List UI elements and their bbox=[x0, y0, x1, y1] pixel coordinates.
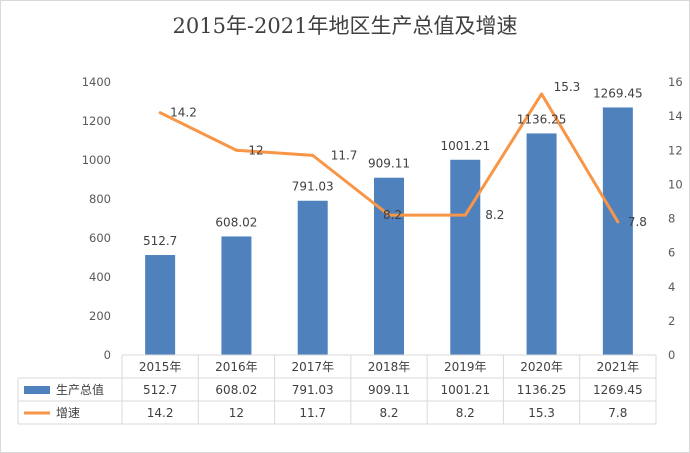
line-data-label: 15.3 bbox=[554, 80, 581, 94]
y-left-tick: 1400 bbox=[82, 75, 111, 89]
category-label: 2019年 bbox=[444, 360, 487, 374]
line-point-2 bbox=[311, 153, 315, 157]
line-data-label: 12 bbox=[248, 143, 263, 157]
table-cell-gdp: 791.03 bbox=[292, 383, 334, 397]
y-right-tick: 6 bbox=[668, 246, 675, 260]
bar-data-label: 512.7 bbox=[143, 234, 177, 248]
legend-bar-label: 生产总值 bbox=[56, 382, 104, 397]
y-right-tick: 4 bbox=[668, 280, 675, 294]
bar-4 bbox=[450, 159, 481, 355]
table-cell-growth: 14.2 bbox=[147, 406, 174, 420]
legend-line-label: 增速 bbox=[56, 406, 80, 420]
y-right-tick: 2 bbox=[668, 314, 675, 328]
y-right-tick: 14 bbox=[668, 109, 683, 123]
bar-2 bbox=[297, 200, 328, 355]
table-cell-gdp: 1001.21 bbox=[440, 383, 490, 397]
line-point-1 bbox=[234, 148, 238, 152]
line-data-label: 14.2 bbox=[170, 106, 197, 120]
table-cell-growth: 7.8 bbox=[608, 406, 627, 420]
bar-6 bbox=[602, 107, 633, 356]
table-cell-growth: 15.3 bbox=[528, 406, 555, 420]
category-label: 2021年 bbox=[597, 360, 640, 374]
y-left-tick: 600 bbox=[89, 231, 111, 245]
bar-3 bbox=[374, 177, 404, 355]
y-left-tick: 1200 bbox=[82, 114, 111, 128]
line-data-label: 11.7 bbox=[331, 148, 358, 162]
bar-1 bbox=[221, 236, 252, 355]
y-left-tick: 400 bbox=[89, 270, 111, 284]
line-point-4 bbox=[463, 213, 467, 217]
category-label: 2016年 bbox=[215, 360, 258, 374]
line-data-label: 7.8 bbox=[628, 215, 647, 229]
table-cell-gdp: 1269.45 bbox=[593, 383, 643, 397]
line-data-label: 8.2 bbox=[383, 208, 402, 222]
table-cell-growth: 8.2 bbox=[456, 406, 475, 420]
table-cell-gdp: 909.11 bbox=[368, 383, 410, 397]
y-right-tick: 0 bbox=[668, 348, 675, 362]
line-point-3 bbox=[387, 213, 391, 217]
table-cell-growth: 8.2 bbox=[379, 406, 398, 420]
table-cell-gdp: 1136.25 bbox=[517, 383, 567, 397]
category-label: 2015年 bbox=[139, 360, 182, 374]
bar-data-label: 791.03 bbox=[292, 180, 334, 194]
bar-data-label: 1001.21 bbox=[440, 139, 490, 153]
category-label: 2017年 bbox=[291, 360, 334, 374]
line-point-6 bbox=[616, 220, 620, 224]
line-point-5 bbox=[540, 92, 544, 96]
y-right-tick: 16 bbox=[668, 75, 683, 89]
y-left-tick: 800 bbox=[89, 192, 111, 206]
table-cell-growth: 12 bbox=[229, 406, 244, 420]
table-cell-gdp: 512.7 bbox=[143, 383, 177, 397]
chart-title: 2015年-2021年地区生产总值及增速 bbox=[172, 14, 518, 38]
bar-5 bbox=[526, 133, 557, 355]
bar-data-label: 909.11 bbox=[368, 157, 410, 171]
y-right-tick: 8 bbox=[668, 212, 675, 226]
y-left-tick: 0 bbox=[104, 348, 111, 362]
line-point-0 bbox=[158, 111, 162, 115]
bar-data-label: 1136.25 bbox=[517, 112, 567, 126]
bar-data-label: 608.02 bbox=[215, 215, 257, 229]
category-label: 2018年 bbox=[368, 360, 411, 374]
category-label: 2020年 bbox=[520, 360, 563, 374]
y-right-tick: 10 bbox=[668, 177, 683, 191]
y-right-tick: 12 bbox=[668, 143, 683, 157]
bar-0 bbox=[145, 255, 176, 355]
table-cell-growth: 11.7 bbox=[299, 406, 326, 420]
y-left-tick: 1000 bbox=[82, 153, 111, 167]
table-cell-gdp: 608.02 bbox=[215, 383, 257, 397]
y-left-tick: 200 bbox=[89, 309, 111, 323]
line-data-label: 8.2 bbox=[485, 208, 504, 222]
legend-bar-swatch bbox=[24, 386, 50, 394]
bar-data-label: 1269.45 bbox=[593, 86, 643, 100]
